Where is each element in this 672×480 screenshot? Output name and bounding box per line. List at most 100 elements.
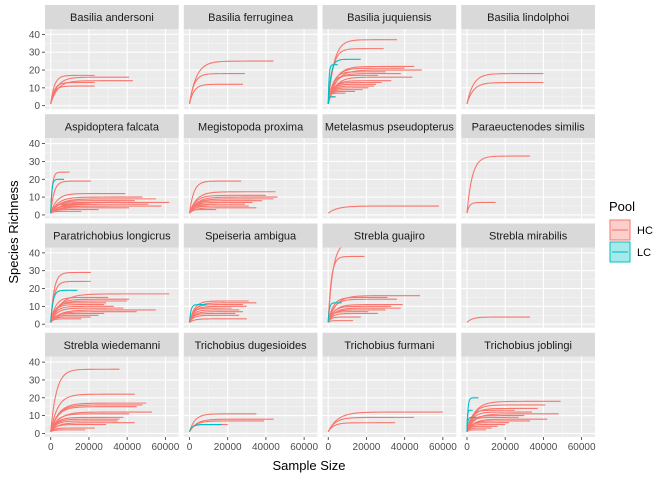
y-tick-label: 30	[29, 375, 41, 386]
rarefaction-curve-hc	[50, 210, 82, 214]
curve-group	[188, 180, 278, 214]
x-tick-label: 20000	[75, 442, 103, 453]
rarefaction-curve-hc	[189, 318, 247, 323]
facet-strip	[183, 5, 318, 29]
x-tick-label: 60000	[568, 442, 596, 453]
facet-strip	[461, 114, 595, 139]
facet-strip	[45, 114, 179, 139]
y-tick-label: 30	[29, 48, 41, 59]
facet-strip-label: Aspidoptera falcata	[65, 121, 160, 133]
panel-background	[45, 247, 179, 328]
panel-background	[322, 138, 457, 219]
x-tick-label: 0	[325, 442, 331, 453]
curve-group	[50, 171, 170, 214]
y-tick-label: 0	[34, 320, 40, 331]
curve-group	[50, 271, 170, 323]
facet-strip	[183, 332, 318, 357]
facet-basilia-lindolphoi: Basilia lindolphoi	[461, 5, 595, 110]
curve-group	[327, 205, 440, 214]
facet-metelasmus-pseudopterus: Metelasmus pseudopterus	[322, 114, 457, 219]
x-tick-label: 60000	[151, 442, 179, 453]
curve-group	[327, 411, 443, 432]
panel-background	[461, 247, 595, 328]
facet-strip	[45, 332, 179, 357]
panel-background	[322, 29, 457, 110]
rarefaction-curve-hc	[327, 316, 361, 323]
facet-basilia-andersoni: Basilia andersoni	[45, 5, 179, 110]
rarefaction-curve-hc	[188, 180, 242, 214]
y-tick-label: 20	[29, 284, 41, 295]
facet-strip	[322, 114, 457, 139]
rarefaction-curve-hc	[327, 205, 440, 214]
y-axis-title: Species Richness	[6, 180, 21, 284]
x-axis-title: Sample Size	[273, 458, 346, 473]
facet-strip	[322, 5, 457, 29]
panel-background	[461, 356, 595, 437]
rarefaction-curve-hc	[466, 155, 531, 214]
panel-background	[183, 247, 318, 328]
y-tick-label: 40	[29, 30, 41, 41]
curve-group	[466, 73, 544, 105]
facet-strip-label: Basilia lindolphoi	[487, 12, 569, 24]
facet-strip-label: Paraeuctenodes similis	[472, 121, 586, 133]
y-tick-label: 40	[29, 248, 41, 259]
rarefaction-curve-hc	[327, 255, 365, 323]
facet-strip	[461, 332, 595, 357]
facet-strip	[322, 332, 457, 357]
facet-basilia-juquiensis: Basilia juquiensis	[322, 5, 457, 110]
rarefaction-curve-hc	[188, 83, 243, 105]
y-tick-label: 30	[29, 266, 41, 277]
curve-group	[50, 368, 152, 433]
curve-group	[327, 247, 420, 323]
panel-background	[322, 247, 457, 328]
panel-background	[45, 29, 179, 110]
y-tick-label: 40	[29, 358, 41, 369]
facet-strebla-wiedemanni: Strebla wiedemanni	[45, 332, 179, 437]
facet-trichobius-furmani: Trichobius furmani	[322, 332, 457, 437]
facet-basilia-ferruginea: Basilia ferruginea	[183, 5, 318, 110]
rarefaction-curve-hc	[50, 368, 120, 432]
facet-strip	[183, 114, 318, 139]
panel-background	[461, 29, 595, 110]
legend-item-lc: LC	[609, 241, 651, 263]
facet-aspidoptera-falcata: Aspidoptera falcata	[45, 114, 179, 219]
facet-trichobius-dugesioides: Trichobius dugesioides	[183, 332, 318, 437]
y-tick-label: 10	[29, 411, 41, 422]
facet-strip-label: Trichobius furmani	[344, 340, 434, 352]
x-tick-label: 20000	[491, 442, 519, 453]
curve-group	[188, 413, 274, 432]
facet-strip-label: Strebla mirabilis	[489, 231, 568, 243]
rarefaction-curve-hc	[188, 73, 245, 104]
facet-megistopoda-proxima: Megistopoda proxima	[183, 114, 318, 219]
legend-item-hc: HC	[609, 219, 653, 241]
legend: Pool HC LC	[609, 199, 653, 263]
facet-strip-label: Paratrichobius longicrus	[53, 231, 171, 243]
facet-strip-label: Trichobius dugesioides	[195, 340, 308, 352]
legend-label: LC	[637, 247, 651, 259]
curve-group	[188, 300, 257, 323]
facet-speiseria-ambigua: Speiseria ambigua	[183, 223, 318, 328]
facet-strebla-mirabilis: Strebla mirabilis	[461, 223, 595, 328]
facet-strip-label: Strebla guajiro	[354, 231, 425, 243]
rarefaction-curve-lc	[188, 423, 222, 432]
y-tick-label: 0	[34, 101, 40, 112]
legend-label: HC	[637, 225, 653, 237]
y-tick-label: 20	[29, 175, 41, 186]
y-tick-label: 30	[29, 157, 41, 168]
rarefaction-curve-hc	[466, 316, 531, 323]
x-tick-label: 0	[48, 442, 54, 453]
y-tick-label: 10	[29, 83, 41, 94]
y-tick-label: 20	[29, 393, 41, 404]
rarefaction-curve-hc	[50, 85, 95, 105]
curve-group	[466, 155, 531, 214]
facet-strip	[461, 5, 595, 29]
x-tick-label: 40000	[530, 442, 558, 453]
panel-background	[183, 138, 318, 219]
x-tick-label: 60000	[290, 442, 318, 453]
facet-strip	[45, 223, 179, 248]
rarefaction-curve-hc	[50, 203, 89, 214]
facet-paraeuctenodes-similis: Paraeuctenodes similis	[461, 114, 595, 219]
x-tick-label: 40000	[113, 442, 141, 453]
rarefaction-curve-hc	[188, 205, 209, 214]
